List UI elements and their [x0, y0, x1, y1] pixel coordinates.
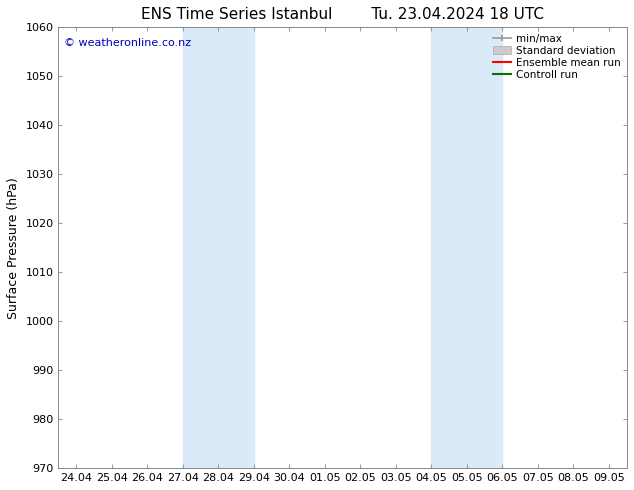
Y-axis label: Surface Pressure (hPa): Surface Pressure (hPa)	[7, 177, 20, 318]
Legend: min/max, Standard deviation, Ensemble mean run, Controll run: min/max, Standard deviation, Ensemble me…	[489, 30, 623, 83]
Bar	[431, 27, 502, 468]
Title: ENS Time Series Istanbul        Tu. 23.04.2024 18 UTC: ENS Time Series Istanbul Tu. 23.04.2024 …	[141, 7, 544, 22]
Text: © weatheronline.co.nz: © weatheronline.co.nz	[64, 38, 191, 49]
Bar	[183, 27, 254, 468]
